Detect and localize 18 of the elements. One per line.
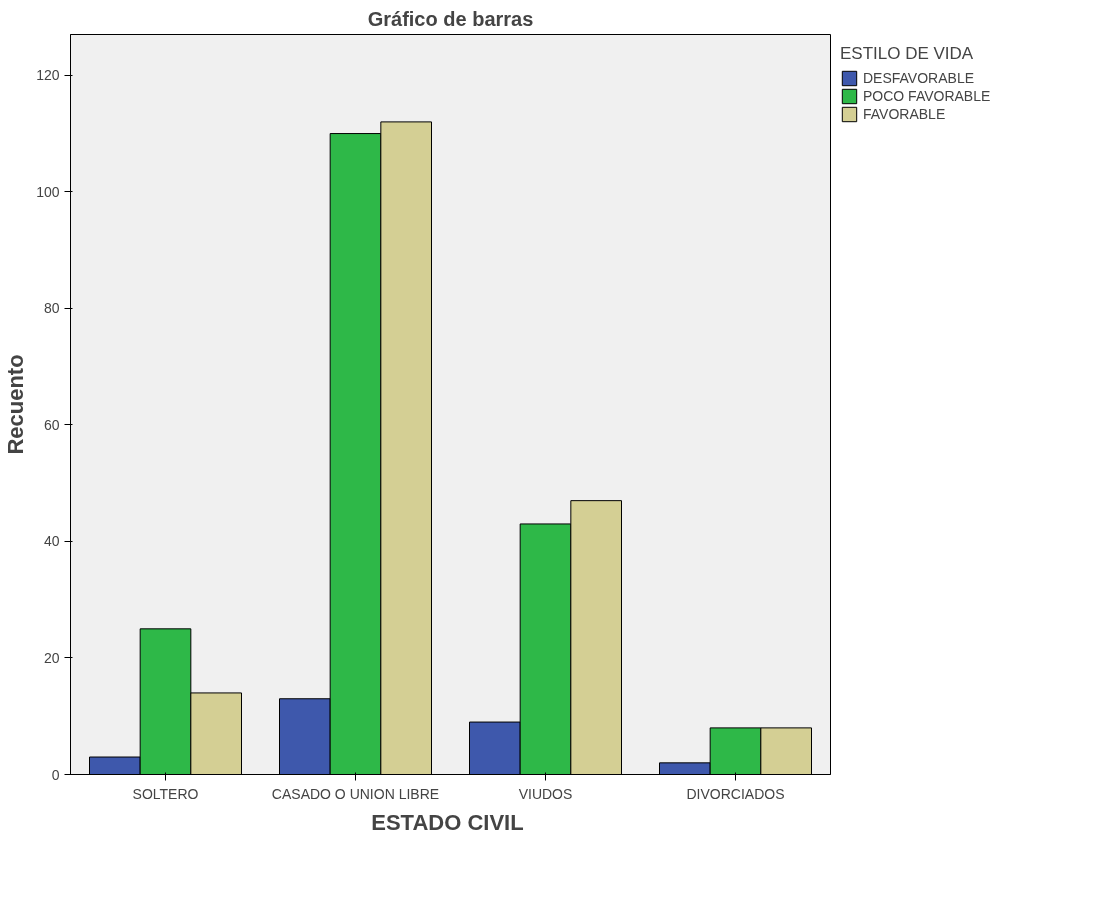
y-tick-label: 60 [43,416,60,433]
legend-title: ESTILO DE VIDA [840,44,975,64]
x-tick-label: DIVORCIADOS [686,785,785,802]
legend-label: FAVORABLE [863,106,946,122]
y-tick-label: 120 [36,67,60,84]
y-tick-label: 0 [51,766,60,783]
x-tick-label: CASADO O UNION LIBRE [271,785,440,802]
x-tick-label: SOLTERO [132,785,199,802]
legend-label: DESFAVORABLE [863,70,975,86]
y-tick-label: 20 [43,649,60,666]
x-tick-label: VIUDOS [518,785,573,802]
y-tick-label: 40 [43,533,60,550]
chart-title: Gráfico de barras [367,7,534,30]
legend-label: POCO FAVORABLE [863,88,991,104]
y-axis-title: Recuento [3,354,29,455]
y-tick-label: 100 [36,183,60,200]
x-axis-title: ESTADO CIVIL [371,809,524,835]
y-tick-label: 80 [43,300,60,317]
